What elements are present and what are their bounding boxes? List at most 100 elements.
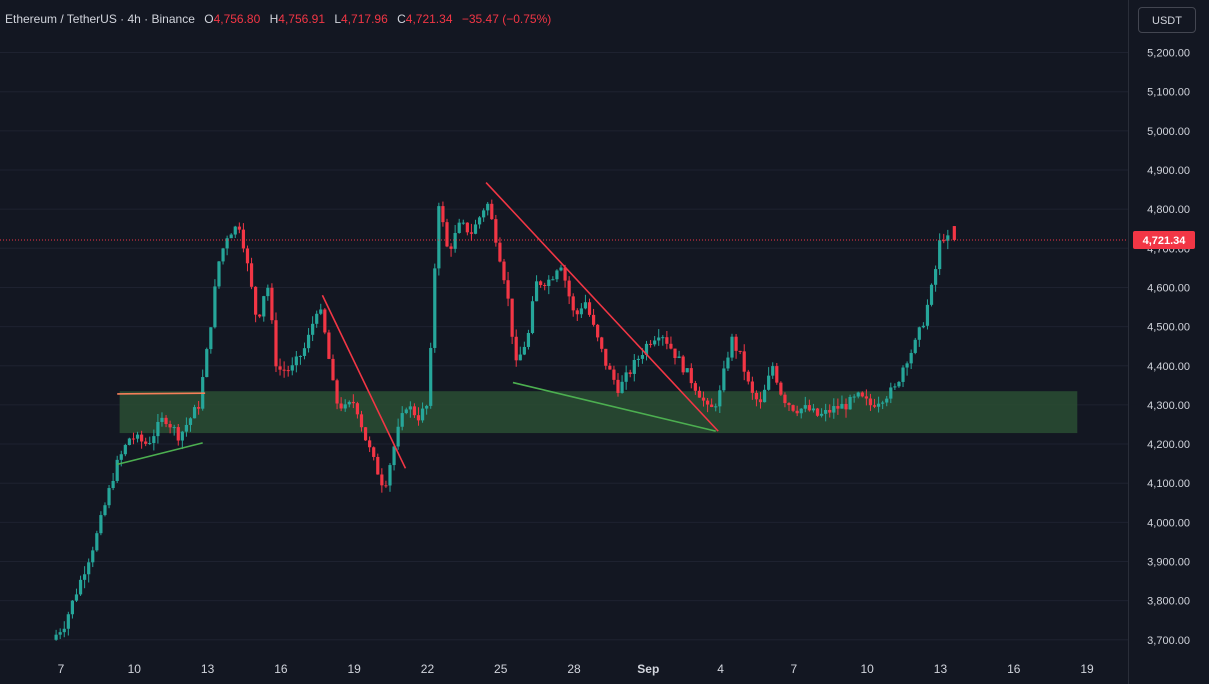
candle-body bbox=[95, 533, 99, 551]
candle-body bbox=[482, 210, 486, 218]
trendline-green bbox=[512, 381, 716, 432]
last-price-badge bbox=[1133, 230, 1195, 249]
candle-body bbox=[384, 485, 388, 487]
candle-body bbox=[514, 336, 518, 361]
candle-body bbox=[632, 359, 636, 374]
candle-body bbox=[237, 226, 241, 230]
candle-body bbox=[600, 337, 604, 349]
candle-body bbox=[571, 296, 575, 311]
candle-body bbox=[530, 301, 535, 333]
trendline-red bbox=[321, 294, 407, 469]
candle-body bbox=[828, 410, 832, 413]
candle-body bbox=[925, 304, 930, 326]
candle-body bbox=[673, 348, 677, 359]
price-tick-label: 3,800.00 bbox=[1147, 596, 1190, 608]
candle-body bbox=[705, 400, 710, 405]
candle-body bbox=[433, 268, 437, 348]
change-value: −35.47 (−0.75%) bbox=[461, 12, 552, 26]
candle-body bbox=[587, 302, 592, 315]
candle-body bbox=[380, 474, 384, 486]
candle-body bbox=[559, 267, 563, 271]
price-tick-label: 5,200.00 bbox=[1147, 48, 1190, 60]
candle-body bbox=[510, 298, 514, 337]
high-label: H bbox=[269, 12, 279, 26]
candle-body bbox=[241, 229, 246, 249]
candle-body bbox=[58, 632, 62, 635]
currency-button[interactable]: USDT bbox=[1138, 7, 1196, 33]
candle-body bbox=[245, 248, 250, 264]
price-tick-label: 4,400.00 bbox=[1147, 361, 1190, 373]
last-price-text: 4,721.34 bbox=[1143, 235, 1187, 247]
candle-body bbox=[836, 406, 840, 409]
candle-body bbox=[539, 281, 543, 286]
candle-body bbox=[730, 336, 734, 358]
symbol-title[interactable]: Ethereum / TetherUS · 4h · Binance bbox=[5, 12, 195, 26]
candle-body bbox=[657, 337, 661, 341]
candle-body bbox=[233, 226, 237, 235]
candle-body bbox=[864, 396, 868, 399]
symbol-legend: Ethereum / TetherUS · 4h · Binance O4,75… bbox=[5, 12, 551, 26]
candle-body bbox=[294, 356, 298, 366]
candle-body bbox=[445, 222, 449, 247]
candle-body bbox=[697, 390, 702, 398]
price-tick-label: 5,100.00 bbox=[1147, 87, 1190, 99]
candle-body bbox=[180, 431, 184, 441]
candle-body bbox=[205, 349, 209, 378]
candle-body bbox=[518, 354, 522, 361]
candle-body bbox=[490, 203, 494, 220]
candle-body bbox=[502, 261, 506, 281]
candle-body bbox=[787, 403, 791, 406]
candle-body bbox=[881, 402, 885, 404]
candle-body bbox=[404, 409, 408, 414]
candle-body bbox=[258, 314, 262, 317]
price-tick-label: 4,100.00 bbox=[1147, 478, 1190, 490]
candle-body bbox=[693, 383, 697, 391]
candle-body bbox=[168, 424, 172, 428]
candle-body bbox=[355, 403, 360, 415]
candle-body bbox=[685, 368, 689, 373]
candle-body bbox=[306, 334, 311, 349]
time-axis: 7 10 13 16 19 22 25 28 Sep 4 7 10 13 16 19 bbox=[58, 662, 1094, 676]
candle-body bbox=[547, 279, 551, 287]
candle-body bbox=[942, 240, 946, 242]
candle-body bbox=[396, 426, 400, 447]
candle-body bbox=[429, 347, 433, 406]
time-tick-label: 10 bbox=[861, 662, 875, 676]
last-price-label: 4,721.34 bbox=[1133, 230, 1195, 249]
candle-body bbox=[164, 417, 168, 425]
candle-body bbox=[819, 413, 824, 416]
candle-body bbox=[286, 370, 290, 372]
candle-body bbox=[722, 368, 726, 391]
time-tick-label: 7 bbox=[58, 662, 65, 676]
candle-body bbox=[311, 323, 315, 335]
price-tick-label: 4,000.00 bbox=[1147, 517, 1190, 529]
candle-body bbox=[416, 415, 421, 421]
candle-body bbox=[929, 284, 934, 305]
candle-body bbox=[351, 401, 355, 404]
candle-body bbox=[315, 313, 319, 324]
low-value: 4,717.96 bbox=[341, 12, 388, 26]
candle-body bbox=[107, 488, 111, 506]
candle-body bbox=[876, 403, 881, 407]
candle-body bbox=[127, 438, 132, 445]
candle-body bbox=[767, 375, 771, 390]
time-tick-label: 28 bbox=[567, 662, 581, 676]
support-zone bbox=[119, 391, 1078, 434]
candle-body bbox=[270, 287, 274, 321]
candle-body bbox=[359, 414, 364, 428]
candle-body bbox=[726, 357, 730, 369]
trendlines bbox=[116, 181, 719, 469]
candle-body bbox=[494, 219, 498, 243]
candle-body bbox=[718, 390, 722, 407]
candle-body bbox=[677, 356, 681, 359]
price-tick-label: 4,200.00 bbox=[1147, 439, 1190, 451]
candle-body bbox=[400, 413, 404, 427]
candle-body bbox=[648, 343, 653, 345]
price-tick-label: 3,700.00 bbox=[1147, 635, 1190, 647]
candlestick-series bbox=[54, 199, 956, 641]
candle-body bbox=[441, 206, 445, 223]
candle-body bbox=[140, 434, 144, 442]
trendline-red bbox=[485, 181, 719, 432]
time-tick-label: 16 bbox=[1007, 662, 1021, 676]
